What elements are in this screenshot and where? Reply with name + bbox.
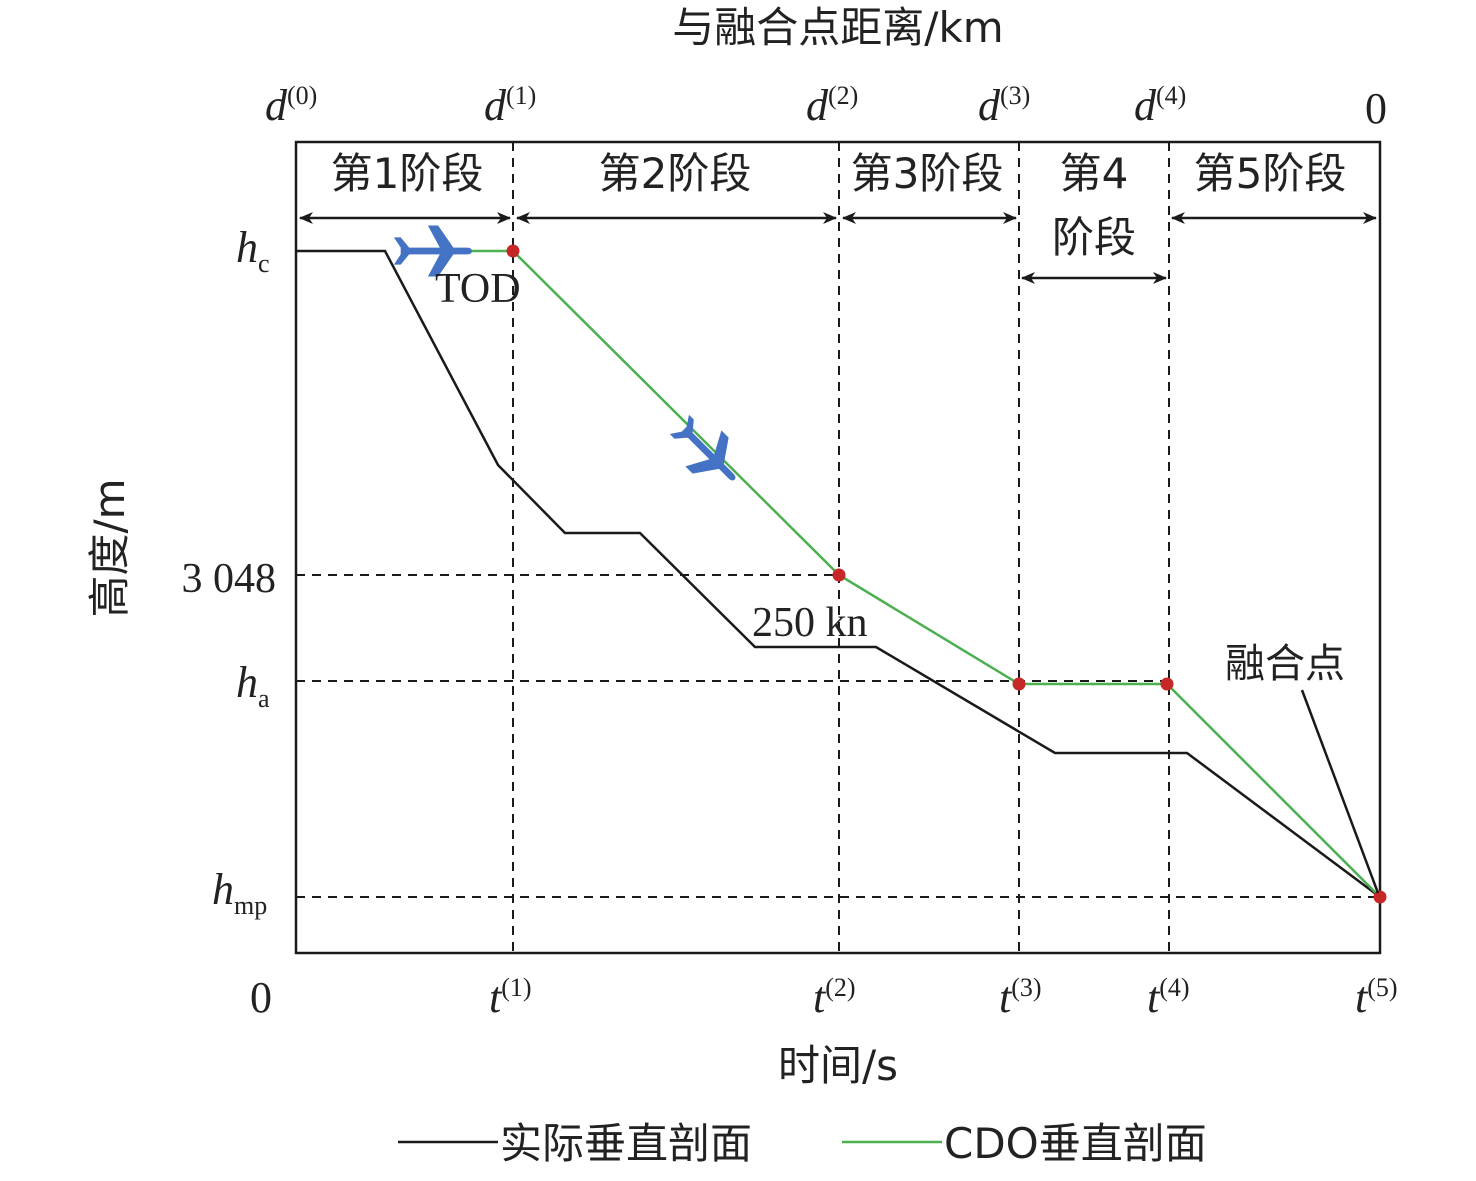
x-tick-t2: t(2): [813, 973, 856, 1022]
x-tick-zero: 0: [250, 973, 272, 1022]
cdo-profile-line: [408, 249, 1381, 898]
marker-t3: [1012, 677, 1026, 691]
y-tick-hc: hc: [236, 223, 270, 278]
merge-point-label: 融合点: [1225, 641, 1345, 687]
top-axis-title: 与融合点距离/km: [672, 3, 1003, 52]
tod-marker: [506, 244, 520, 258]
vertical-guides: [512, 142, 1170, 953]
merge-point-leader: [1300, 689, 1380, 894]
legend-actual-label: 实际垂直剖面: [500, 1119, 752, 1168]
airplane-icon: [669, 414, 736, 481]
stage-1-label: 第1阶段: [331, 149, 484, 198]
top-tick-d3: d(3): [978, 81, 1030, 130]
legend-cdo-label: CDO垂直剖面: [944, 1119, 1207, 1168]
y-axis-title: 高度/m: [85, 478, 134, 617]
marker-t2: [832, 568, 846, 582]
actual-profile-line: [296, 249, 1381, 899]
tod-label: TOD: [435, 266, 521, 312]
stage-4-label-line1: 第4: [1060, 149, 1129, 198]
x-tick-t5: t(5): [1355, 973, 1398, 1022]
x-tick-t4: t(4): [1147, 973, 1190, 1022]
stage-arrows: [299, 212, 1377, 284]
y-tick-3048: 3 048: [182, 556, 277, 602]
y-tick-hmp: hmp: [212, 865, 267, 920]
top-axis-ticks: d(0) d(1) d(2) d(3) d(4) 0: [265, 81, 1387, 133]
stage-5-label: 第5阶段: [1194, 149, 1347, 198]
x-tick-t1: t(1): [489, 973, 532, 1022]
x-axis-ticks: 0 t(1) t(2) t(3) t(4) t(5): [250, 973, 1398, 1022]
merge-point-marker: [1373, 890, 1387, 904]
legend: 实际垂直剖面 CDO垂直剖面: [398, 1119, 1207, 1168]
stage-2-label: 第2阶段: [599, 149, 752, 198]
x-tick-t3: t(3): [999, 973, 1042, 1022]
cdo-markers: [506, 244, 1387, 904]
stage-4-label-line2: 阶段: [1052, 213, 1136, 262]
y-axis-ticks: hc 3 048 ha hmp: [182, 223, 277, 920]
y-tick-ha: ha: [236, 658, 270, 713]
top-tick-zero: 0: [1365, 84, 1387, 133]
top-tick-d4: d(4): [1134, 81, 1186, 130]
top-tick-d2: d(2): [806, 81, 858, 130]
speed-label: 250 kn: [752, 600, 868, 646]
stage-labels: 第1阶段 第2阶段 第3阶段 第4 阶段 第5阶段: [331, 149, 1347, 262]
marker-t4: [1160, 677, 1174, 691]
top-tick-d0: d(0): [265, 81, 317, 130]
airplane-icon: [393, 225, 473, 277]
x-axis-title: 时间/s: [778, 1041, 898, 1090]
stage-3-label: 第3阶段: [851, 149, 1004, 198]
top-tick-d1: d(1): [484, 81, 536, 130]
